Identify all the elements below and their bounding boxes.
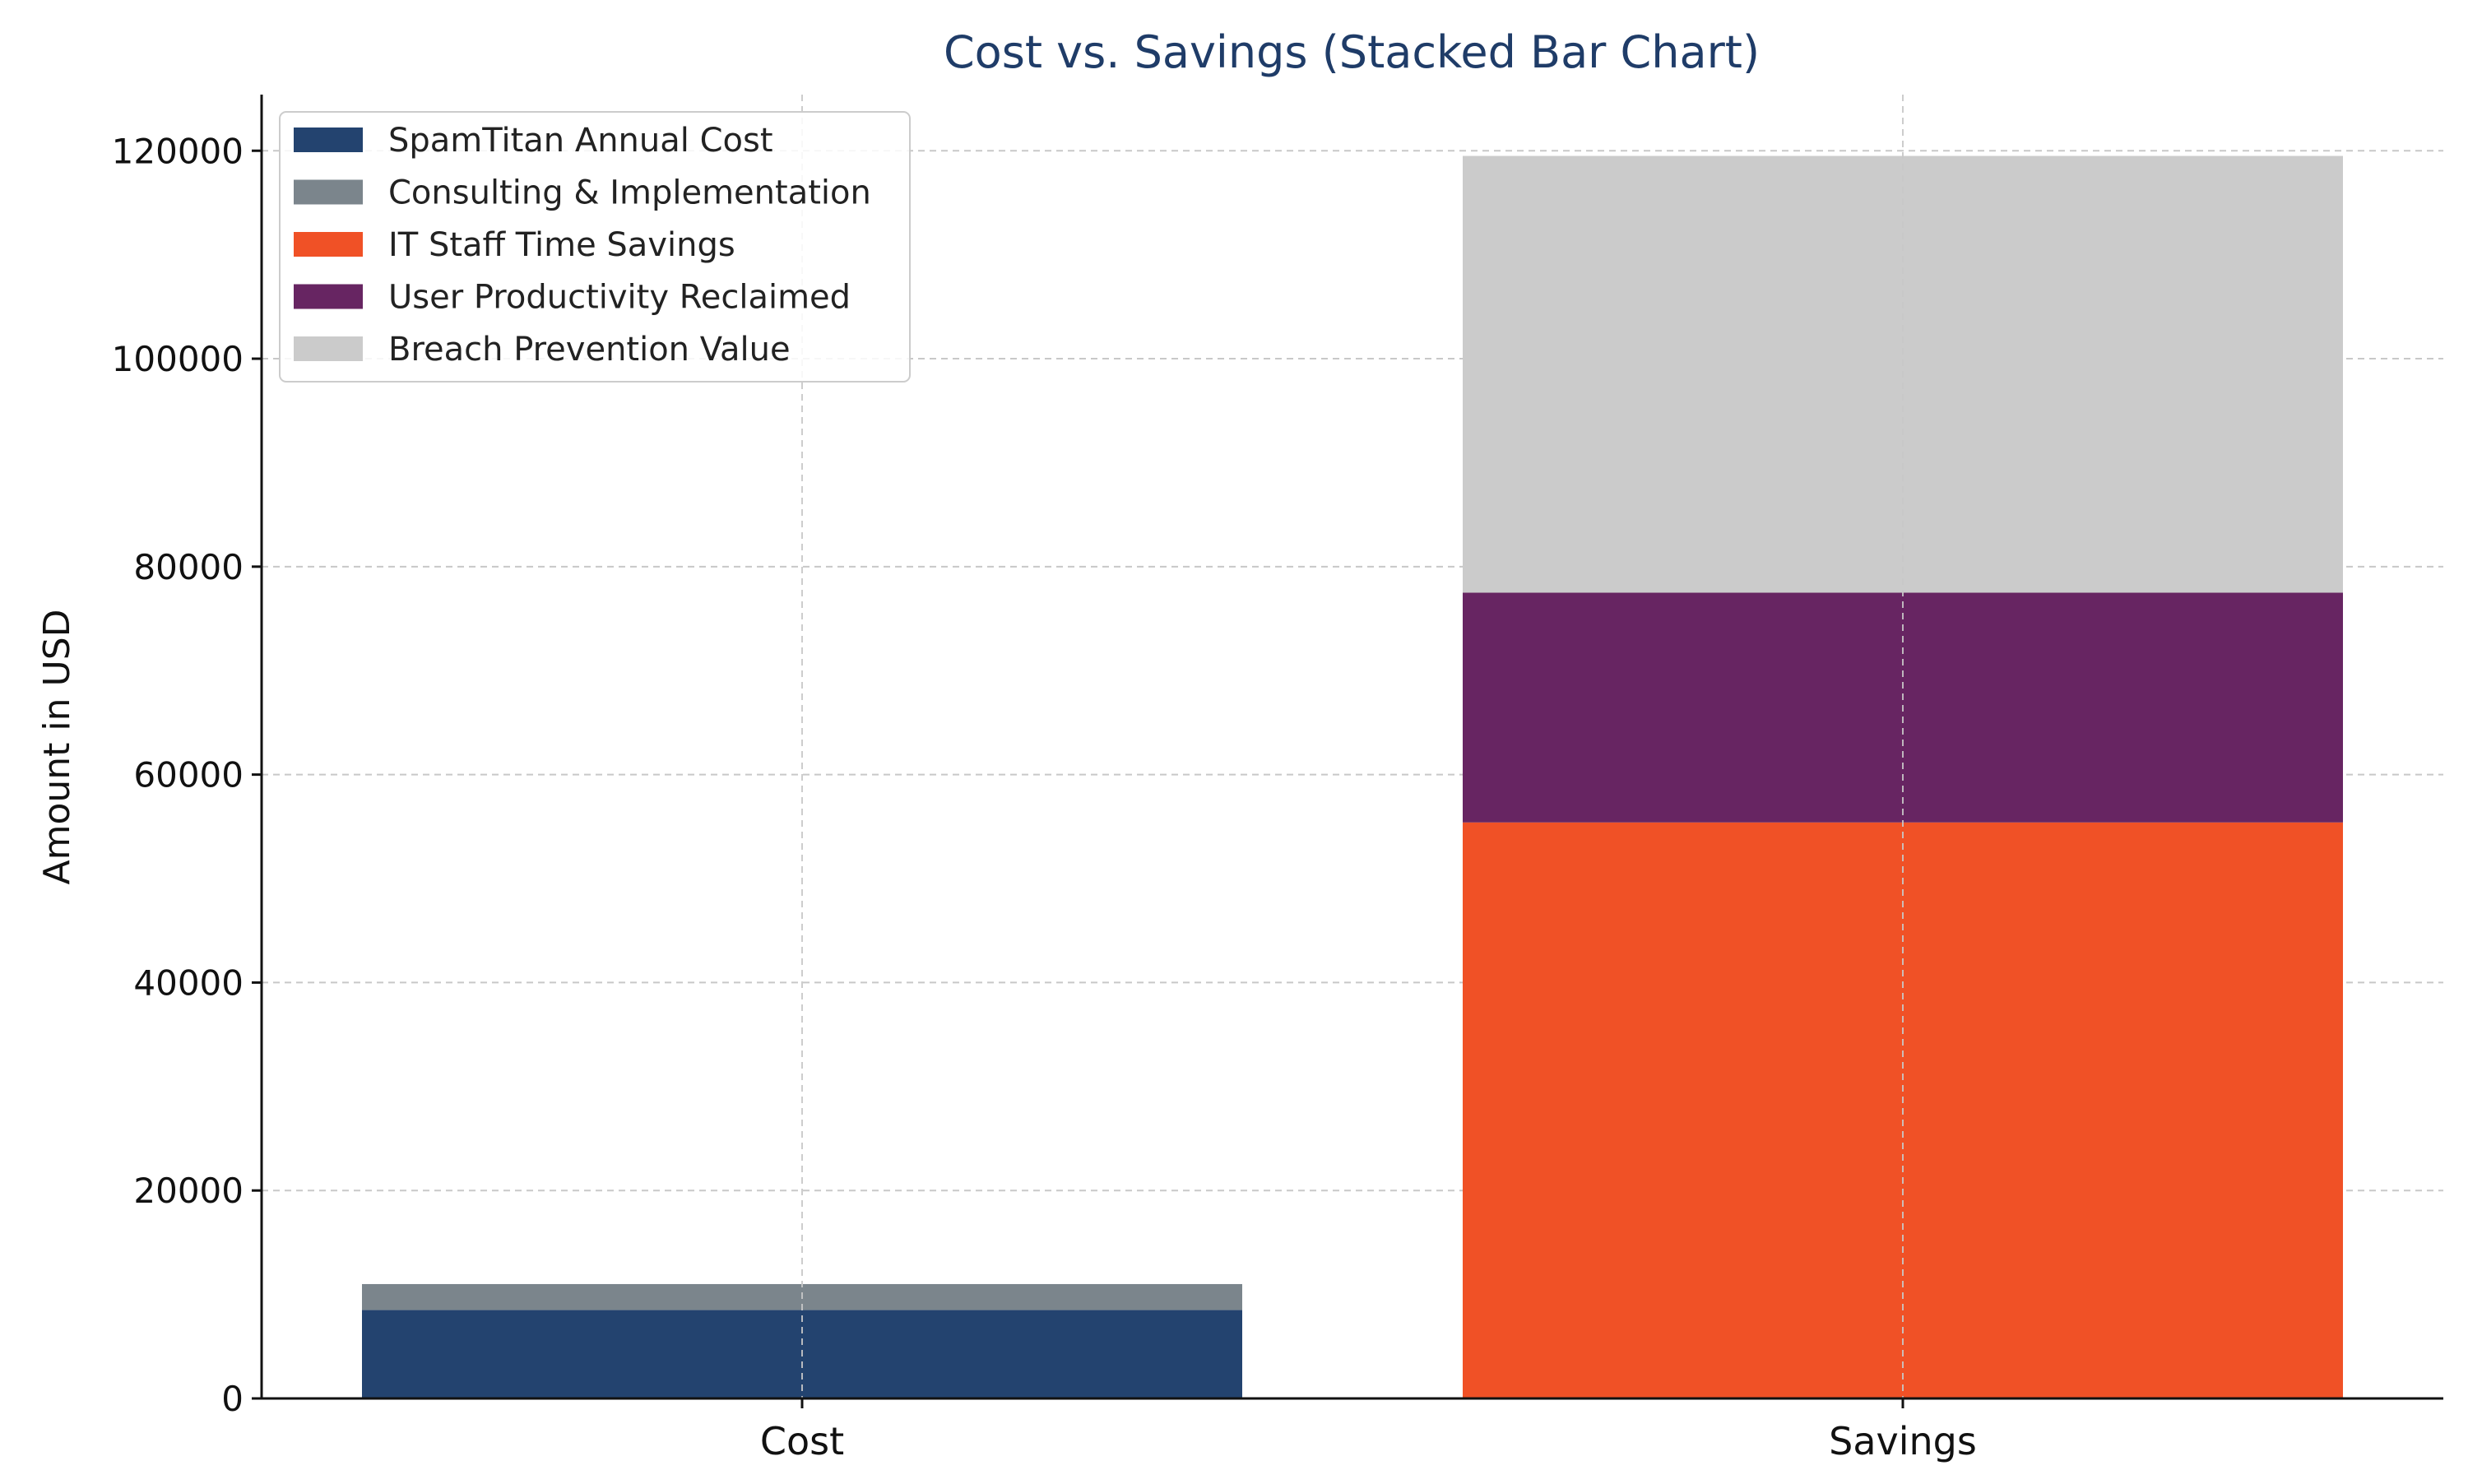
y-axis-label: Amount in USD [36, 609, 78, 884]
legend: SpamTitan Annual Cost Consulting & Implem… [279, 111, 911, 383]
y-tick-label: 60000 [133, 755, 244, 795]
legend-swatch [294, 336, 363, 361]
legend-label: SpamTitan Annual Cost [388, 122, 773, 160]
legend-swatch [294, 128, 363, 152]
y-tick-label: 40000 [133, 962, 244, 1003]
legend-swatch [294, 179, 363, 205]
axes-layer [260, 95, 2443, 1400]
y-tick-labels: 0 20000 40000 60000 80000 100000 120000 [112, 131, 262, 1419]
legend-swatch [294, 232, 363, 257]
x-tick-labels: Cost Savings [760, 1398, 1977, 1463]
legend-label: User Productivity Reclaimed [388, 279, 851, 317]
legend-label: Breach Prevention Value [388, 331, 791, 369]
x-tick-label: Savings [1829, 1419, 1977, 1463]
legend-swatch [294, 284, 363, 309]
y-tick-label: 80000 [133, 547, 244, 587]
y-tick-label: 20000 [133, 1171, 244, 1211]
legend-items: SpamTitan Annual Cost Consulting & Implem… [294, 122, 871, 369]
legend-frame [279, 111, 911, 383]
y-tick-label: 120000 [112, 131, 244, 171]
legend-label: Consulting & Implementation [388, 174, 871, 212]
y-tick-label: 100000 [112, 339, 244, 379]
y-tick-label: 0 [221, 1379, 244, 1419]
chart-title: Cost vs. Savings (Stacked Bar Chart) [944, 26, 1760, 78]
vertical-grid-layer [801, 95, 1904, 1398]
legend-label: IT Staff Time Savings [388, 226, 735, 264]
x-tick-label: Cost [760, 1419, 844, 1463]
